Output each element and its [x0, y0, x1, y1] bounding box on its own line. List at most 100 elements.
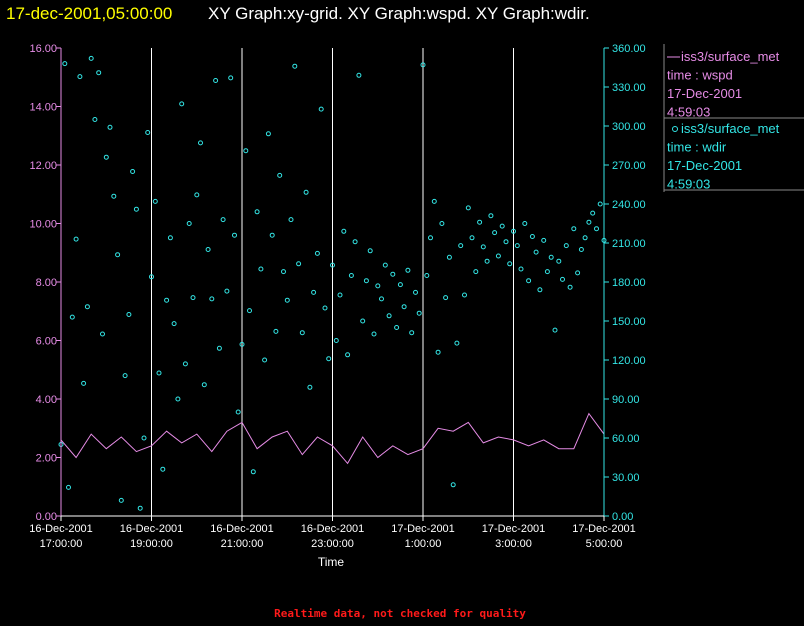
wspd-series — [60, 412, 605, 465]
wdir-point — [122, 373, 128, 379]
wdir-point — [126, 312, 132, 317]
wdir-point — [326, 356, 332, 362]
wdir-point — [333, 338, 339, 343]
wdir-point — [480, 244, 486, 250]
wdir-point — [405, 267, 411, 273]
wdir-point — [235, 409, 241, 415]
right-tick-label: 210.00 — [612, 238, 646, 250]
wdir-point — [363, 278, 369, 284]
wdir-point — [548, 254, 554, 260]
wdir-point — [247, 308, 252, 314]
wdir-point — [314, 250, 320, 256]
wdir-point — [560, 276, 565, 282]
wdir-point — [454, 340, 460, 346]
wdir-point — [582, 235, 588, 241]
right-tick-label: 180.00 — [612, 277, 646, 289]
wdir-point — [265, 131, 271, 137]
wdir-point — [413, 289, 418, 295]
wdir-point — [462, 292, 467, 298]
right-tick-label: 0.00 — [612, 511, 633, 523]
wdir-point — [250, 469, 256, 475]
wdir-point — [533, 249, 539, 255]
wdir-series — [58, 55, 607, 511]
wdir-point — [88, 55, 94, 61]
wdir-point — [567, 284, 573, 290]
wdir-point — [311, 289, 317, 295]
wdir-point — [145, 130, 151, 135]
wdir-point — [213, 78, 219, 83]
wdir-point — [371, 331, 377, 337]
wdir-point — [152, 198, 158, 204]
wdir-point — [62, 61, 68, 67]
x-tick-date: 16-Dec-2001 — [120, 523, 184, 535]
wdir-point — [594, 226, 599, 232]
wdir-point — [220, 217, 226, 223]
right-tick-label: 240.00 — [612, 199, 646, 211]
wdir-point — [386, 313, 392, 319]
left-tick-label: 14.00 — [29, 102, 57, 114]
legend-text: time : wspd — [667, 68, 733, 83]
wdir-point — [92, 117, 98, 122]
wdir-point — [239, 341, 245, 347]
wdir-point — [356, 72, 362, 78]
wdir-point — [269, 232, 275, 238]
wdir-point — [586, 219, 592, 225]
wdir-point — [292, 63, 298, 69]
wdir-point — [307, 384, 313, 390]
wdir-point — [232, 232, 237, 238]
wdir-point — [209, 296, 215, 302]
wdir-point — [360, 318, 366, 324]
wdir-point — [133, 206, 139, 212]
wdir-point — [379, 296, 384, 302]
wdir-point — [503, 239, 509, 245]
wdir-point — [420, 62, 426, 68]
wdir-point — [522, 221, 528, 226]
legend-circle-swatch — [672, 126, 678, 132]
wdir-point — [198, 140, 203, 146]
right-tick-label: 120.00 — [612, 355, 646, 367]
wdir-point — [258, 266, 264, 272]
legend-text: 4:59:03 — [667, 105, 710, 120]
legend-text: iss3/surface_met — [681, 49, 780, 64]
wdir-point — [469, 235, 475, 241]
wdir-point — [507, 261, 513, 267]
wdir-point — [458, 243, 464, 249]
wdir-point — [597, 201, 603, 207]
wdir-point — [205, 247, 211, 252]
wdir-point — [375, 283, 381, 289]
wdir-point — [439, 221, 445, 226]
wdir-point — [556, 258, 562, 264]
wdir-point — [69, 314, 75, 320]
wdir-point — [544, 269, 550, 275]
wdir-point — [303, 189, 309, 195]
wdir-point — [431, 198, 437, 204]
wdir-point — [518, 266, 524, 272]
wdir-point — [473, 269, 479, 275]
wdir-point — [443, 295, 449, 301]
wdir-point — [164, 297, 170, 303]
wdir-point — [228, 75, 234, 81]
x-tick-date: 16-Dec-2001 — [301, 523, 365, 535]
wdir-point — [450, 482, 456, 488]
wdir-point — [537, 287, 543, 293]
wdir-point — [526, 278, 532, 284]
wdir-point — [201, 382, 207, 388]
x-tick-date: 17-Dec-2001 — [482, 523, 546, 535]
wdir-point — [397, 282, 403, 288]
right-y-axis: 0.00 30.00 60.00 90.00 120.00 150.00 180.00 210… — [603, 43, 646, 523]
wdir-point — [337, 292, 343, 298]
wdir-point — [73, 236, 79, 242]
right-tick-label: 300.00 — [612, 121, 646, 133]
wdir-point — [484, 258, 490, 264]
wdir-point — [281, 269, 286, 275]
wdir-point — [141, 435, 147, 441]
wdir-point — [495, 253, 501, 259]
wdir-point — [541, 237, 547, 243]
wdir-point — [352, 239, 358, 245]
wdir-point — [345, 352, 351, 358]
wdir-point — [84, 304, 90, 310]
